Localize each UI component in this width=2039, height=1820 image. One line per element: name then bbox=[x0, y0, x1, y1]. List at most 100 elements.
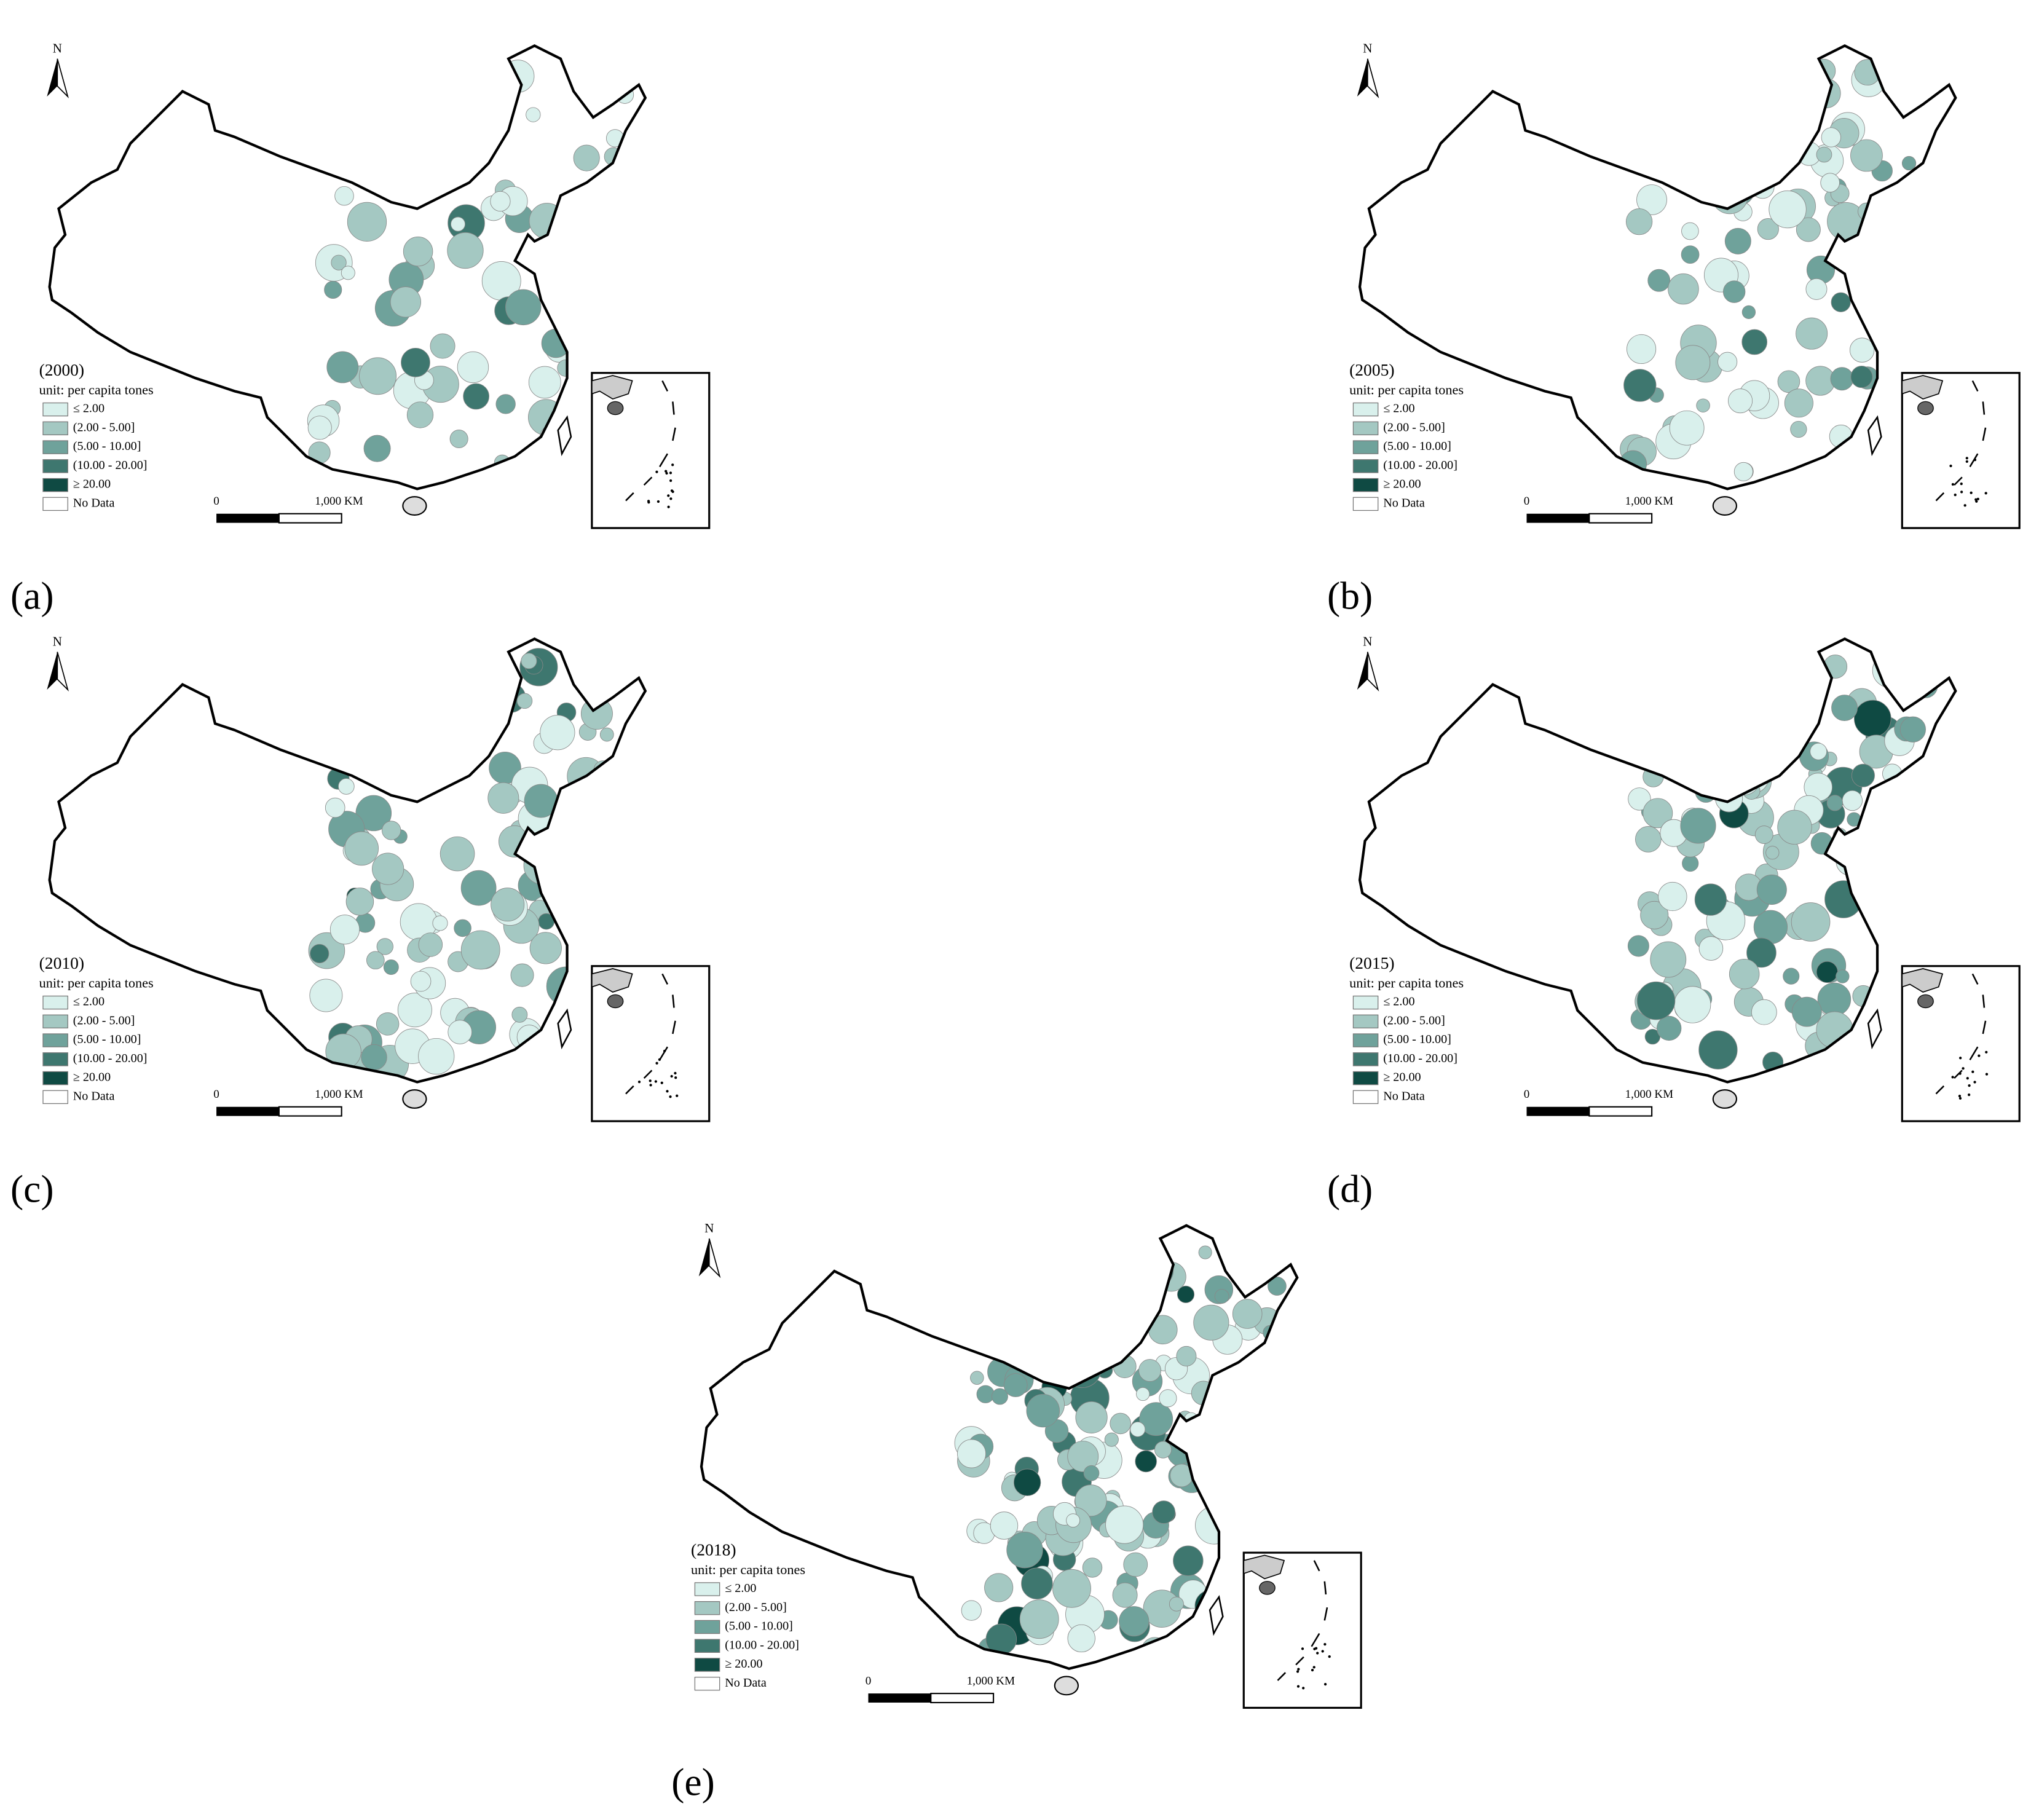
region bbox=[490, 191, 511, 212]
region bbox=[1728, 388, 1753, 414]
scale-label: 1,000 KM bbox=[1625, 495, 1673, 508]
legend-swatch bbox=[694, 1639, 720, 1653]
region bbox=[410, 971, 432, 992]
region bbox=[1643, 798, 1673, 829]
legend-label: ≥ 20.00 bbox=[73, 478, 111, 491]
inset-islet bbox=[1971, 1070, 1974, 1073]
region bbox=[432, 915, 448, 931]
inset-islet bbox=[637, 1081, 641, 1084]
region bbox=[309, 979, 343, 1012]
legend-label: No Data bbox=[73, 1089, 115, 1103]
scale-bar bbox=[930, 1693, 995, 1704]
region bbox=[1026, 1393, 1060, 1428]
region bbox=[1083, 1465, 1100, 1481]
region bbox=[1176, 1345, 1197, 1366]
legend-year: (2010) bbox=[39, 953, 84, 972]
scale-label: 1,000 KM bbox=[967, 1674, 1015, 1687]
north-arrow-half bbox=[57, 652, 69, 691]
inset-islet bbox=[1985, 1050, 1988, 1054]
taiwan bbox=[1867, 1008, 1882, 1050]
region bbox=[1681, 245, 1700, 264]
legend-swatch bbox=[42, 478, 68, 492]
region bbox=[376, 766, 401, 792]
inset-islet bbox=[1314, 1647, 1318, 1650]
inset-islet bbox=[647, 501, 650, 504]
legend-swatch bbox=[694, 1658, 720, 1672]
region bbox=[1824, 880, 1863, 918]
region bbox=[1073, 1353, 1098, 1379]
region bbox=[1725, 760, 1761, 795]
region bbox=[1780, 667, 1818, 705]
region bbox=[1635, 826, 1662, 853]
region bbox=[1810, 743, 1828, 760]
inset-islet bbox=[1962, 1067, 1965, 1070]
inset-islet bbox=[1951, 1076, 1954, 1079]
region bbox=[329, 915, 360, 945]
region bbox=[557, 359, 575, 377]
region bbox=[1268, 1277, 1287, 1296]
region bbox=[1729, 958, 1760, 990]
region bbox=[325, 797, 345, 818]
region bbox=[1906, 770, 1930, 794]
region bbox=[528, 366, 561, 399]
legend-swatch bbox=[1352, 1071, 1379, 1085]
legend-swatch bbox=[42, 421, 68, 436]
inset-islet bbox=[1985, 1073, 1989, 1076]
hainan bbox=[1712, 496, 1738, 516]
region bbox=[1681, 222, 1699, 240]
map-panel: N (2000) unit: per capita tones ≤ 2.00 (2.00… bbox=[39, 41, 711, 529]
region bbox=[992, 1388, 1008, 1405]
region bbox=[1627, 334, 1657, 364]
region bbox=[1816, 146, 1832, 163]
inset-islet bbox=[674, 1076, 677, 1079]
inset-island bbox=[1917, 994, 1934, 1009]
legend-swatch bbox=[1352, 478, 1379, 492]
legend-swatch bbox=[694, 1676, 720, 1691]
legend-swatch bbox=[42, 1071, 68, 1085]
legend-label: ≤ 2.00 bbox=[73, 995, 105, 1009]
legend-swatch bbox=[42, 1090, 68, 1105]
legend-label: (5.00 - 10.00] bbox=[73, 1033, 141, 1046]
inset-islet bbox=[1951, 483, 1955, 486]
legend-swatch bbox=[1352, 1033, 1379, 1047]
region bbox=[1756, 874, 1787, 905]
region bbox=[1791, 902, 1831, 942]
region bbox=[1675, 345, 1711, 380]
legend-year: (2015) bbox=[1349, 953, 1394, 972]
region bbox=[1640, 900, 1669, 929]
legend-label: No Data bbox=[1383, 496, 1425, 510]
scale-bar bbox=[1526, 1106, 1590, 1116]
region bbox=[1901, 156, 1917, 171]
legend-label: ≥ 20.00 bbox=[73, 1071, 111, 1084]
region bbox=[460, 930, 500, 970]
region bbox=[1751, 999, 1777, 1025]
inset-islet bbox=[1965, 460, 1968, 463]
legend-unit: unit: per capita tones bbox=[691, 1562, 805, 1577]
legend-year: (2018) bbox=[691, 1540, 736, 1559]
region bbox=[1130, 1421, 1146, 1437]
region bbox=[573, 144, 600, 171]
taiwan bbox=[1867, 415, 1882, 457]
region bbox=[1006, 1532, 1043, 1569]
region bbox=[341, 266, 355, 280]
country-fill bbox=[49, 639, 645, 1082]
region bbox=[1656, 1015, 1682, 1041]
region bbox=[529, 932, 562, 964]
inset-islet bbox=[671, 463, 674, 467]
region bbox=[307, 416, 332, 440]
region bbox=[495, 394, 516, 414]
legend-swatch bbox=[1352, 402, 1379, 417]
inset-islet bbox=[654, 1080, 657, 1083]
region bbox=[540, 1039, 575, 1075]
inset-islet bbox=[1958, 1072, 1962, 1075]
region bbox=[449, 429, 468, 448]
region bbox=[536, 440, 554, 458]
region bbox=[1800, 63, 1814, 77]
region bbox=[1066, 1513, 1081, 1528]
region bbox=[1067, 1441, 1099, 1472]
inset-coast bbox=[591, 968, 633, 993]
region bbox=[1052, 1569, 1091, 1608]
inset-islet bbox=[658, 1058, 661, 1062]
inset-islet bbox=[666, 1090, 669, 1093]
legend-label: (2.00 - 5.00] bbox=[73, 420, 135, 434]
